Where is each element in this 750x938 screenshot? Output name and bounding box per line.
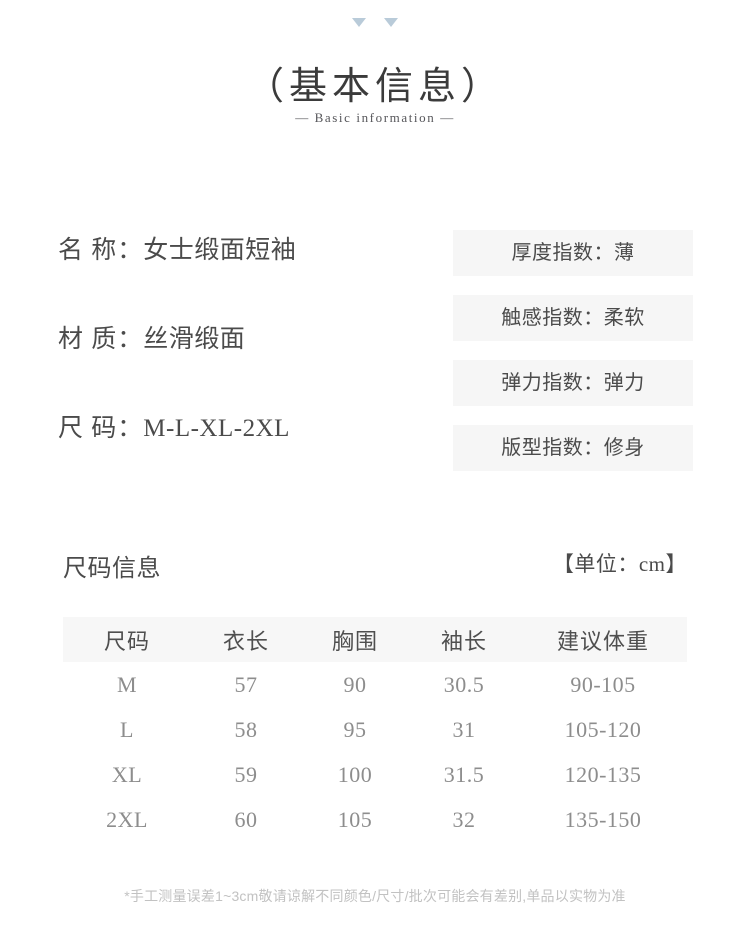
spec-label-name: 名 称： [58, 237, 144, 264]
index-box-thickness: 厚度指数：薄 [453, 230, 693, 276]
column-header-length: 衣长 [222, 628, 269, 654]
index-box-elasticity-label: 弹力指数：弹力 [501, 372, 645, 394]
cell-bust: 95 [343, 716, 367, 742]
column-header-sleeve: 袖长 [440, 628, 487, 654]
cell-weight: 90-105 [570, 671, 636, 697]
spec-label-material: 材 质： [58, 326, 144, 353]
cell-length: 59 [234, 761, 258, 787]
column-header-bust: 胸围 [331, 628, 378, 654]
spec-row-material: 材 质：丝滑缎面 [58, 319, 438, 408]
size-info-title: 尺码信息 [63, 556, 161, 582]
cell-size: 2XL [106, 806, 148, 832]
spec-value-name: 女士缎面短袖 [143, 237, 297, 264]
triangle-down-icon [352, 18, 366, 27]
table-row: 2XL 60 105 32 135-150 [63, 797, 687, 842]
index-box-touch: 触感指数：柔软 [453, 295, 693, 341]
triangle-down-icon [384, 18, 398, 27]
cell-length: 60 [234, 806, 258, 832]
index-box-fit: 版型指数：修身 [453, 425, 693, 471]
cell-sleeve: 31 [452, 716, 476, 742]
spec-label-size: 尺 码： [58, 415, 144, 442]
page-subtitle: — Basic information — [295, 110, 455, 125]
index-box-elasticity: 弹力指数：弹力 [453, 360, 693, 406]
column-header-size: 尺码 [103, 628, 150, 654]
table-header-row: 尺码 衣长 胸围 袖长 建议体重 [63, 617, 687, 662]
decorative-arrows [0, 18, 750, 27]
cell-bust: 105 [337, 806, 373, 832]
cell-sleeve: 31.5 [443, 761, 485, 787]
cell-length: 57 [234, 671, 258, 697]
cell-weight: 135-150 [564, 806, 642, 832]
size-info-unit: 【单位：cm】 [552, 552, 687, 576]
table-row: M 57 90 30.5 90-105 [63, 662, 687, 707]
spec-row-name: 名 称：女士缎面短袖 [58, 230, 438, 319]
fabric-index-panel: 厚度指数：薄 触感指数：柔软 弹力指数：弹力 版型指数：修身 [453, 230, 693, 490]
cell-size: XL [111, 761, 143, 787]
spec-row-size: 尺 码：M-L-XL-2XL [58, 408, 438, 497]
cell-weight: 120-135 [564, 761, 642, 787]
cell-size: M [116, 671, 138, 697]
page-title: （基本信息） [245, 66, 504, 108]
cell-weight: 105-120 [564, 716, 642, 742]
index-box-touch-label: 触感指数：柔软 [501, 307, 645, 329]
cell-bust: 100 [337, 761, 373, 787]
measurement-disclaimer: *手工测量误差1~3cm敬请谅解不同颜色/尺寸/批次可能会有差别,单品以实物为准 [124, 888, 626, 904]
size-chart-table: 尺码 衣长 胸围 袖长 建议体重 M 57 90 30.5 90-105 L 5… [63, 617, 687, 842]
cell-size: L [120, 716, 134, 742]
column-header-weight: 建议体重 [556, 628, 649, 654]
table-header: 尺码 衣长 胸围 袖长 建议体重 [63, 617, 687, 662]
table-body: M 57 90 30.5 90-105 L 58 95 31 105-120 X… [63, 662, 687, 842]
cell-bust: 90 [343, 671, 367, 697]
product-spec-list: 名 称：女士缎面短袖 材 质：丝滑缎面 尺 码：M-L-XL-2XL [58, 230, 438, 497]
cell-sleeve: 30.5 [443, 671, 485, 697]
index-box-fit-label: 版型指数：修身 [501, 437, 645, 459]
table-row: XL 59 100 31.5 120-135 [63, 752, 687, 797]
cell-length: 58 [234, 716, 258, 742]
spec-value-size: M-L-XL-2XL [143, 415, 290, 442]
size-info-header: 尺码信息 【单位：cm】 [63, 548, 687, 584]
spec-value-material: 丝滑缎面 [143, 326, 246, 353]
cell-sleeve: 32 [452, 806, 476, 832]
index-box-thickness-label: 厚度指数：薄 [511, 242, 635, 264]
table-row: L 58 95 31 105-120 [63, 707, 687, 752]
